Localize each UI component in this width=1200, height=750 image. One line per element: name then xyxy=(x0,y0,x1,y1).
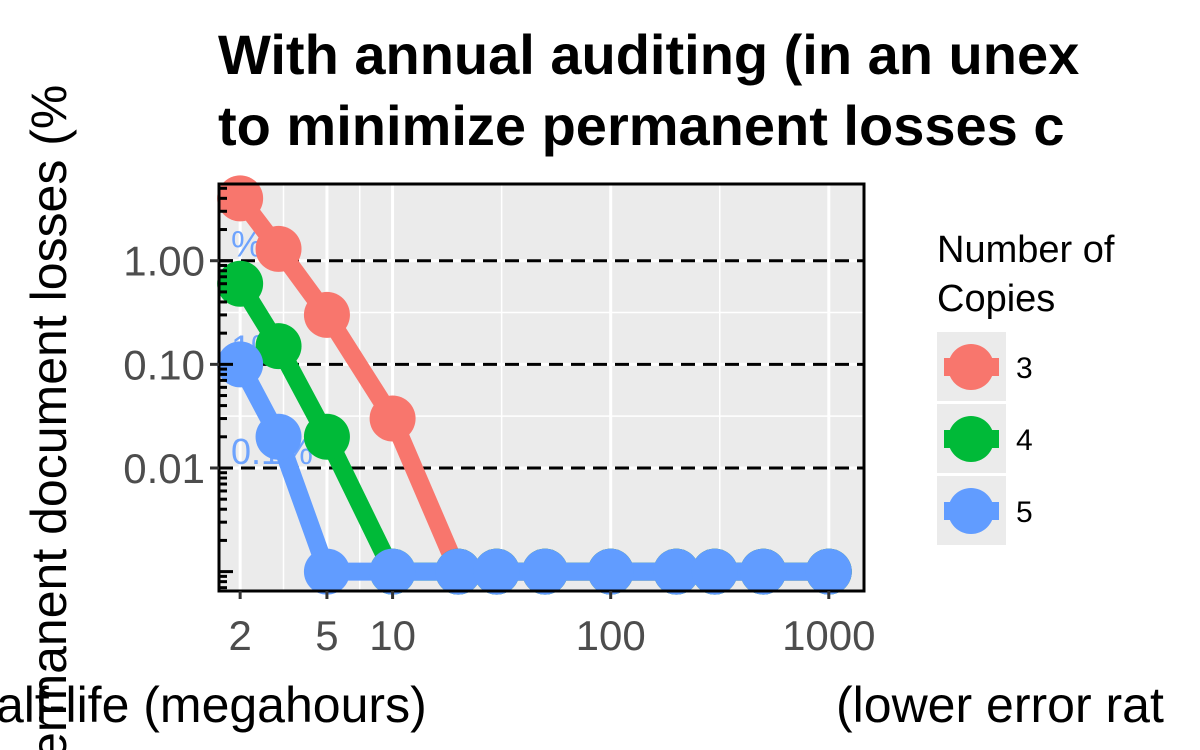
legend-item-5: 5 xyxy=(937,476,1033,545)
legend: Number of Copies 3 4 5 xyxy=(937,229,1115,545)
y-tick-label: 1.00 xyxy=(123,238,205,285)
data-point xyxy=(653,548,700,595)
data-point xyxy=(473,548,520,595)
data-point xyxy=(255,323,302,370)
data-point xyxy=(740,548,787,595)
y-axis-ticks: 1.00 0.10 0.01 xyxy=(123,238,219,492)
plot-panel: %1%0.1% xyxy=(217,175,866,595)
y-axis-title: ermanent document losses (% xyxy=(21,85,77,750)
data-point xyxy=(691,548,738,595)
data-point xyxy=(587,548,634,595)
data-point xyxy=(805,548,852,595)
data-point xyxy=(369,548,416,595)
data-point xyxy=(369,395,416,442)
series-group xyxy=(217,175,852,595)
x-axis-title-right: (lower error rat xyxy=(836,677,1164,733)
y-tick-label: 0.10 xyxy=(123,341,205,388)
legend-item-4: 4 xyxy=(937,404,1033,473)
chart-title-line-2: to minimize permanent losses c xyxy=(218,94,1064,157)
legend-title-line-2: Copies xyxy=(937,278,1055,320)
x-axis-ticks: 2 5 10 100 1000 xyxy=(228,591,876,659)
x-tick-label: 1000 xyxy=(782,612,875,659)
data-point xyxy=(217,175,264,222)
y-tick-label: 0.01 xyxy=(123,445,205,492)
legend-label: 3 xyxy=(1016,352,1033,385)
chart-title-line-1: With annual auditing (in an unex xyxy=(218,23,1079,86)
x-tick-label: 10 xyxy=(369,612,416,659)
data-point xyxy=(255,413,302,460)
legend-label: 4 xyxy=(1016,424,1033,457)
legend-key-point xyxy=(948,488,994,534)
data-point xyxy=(303,548,350,595)
data-point xyxy=(217,260,264,307)
data-point xyxy=(217,341,264,388)
data-point xyxy=(255,225,302,272)
legend-item-3: 3 xyxy=(937,332,1033,401)
legend-title-line-1: Number of xyxy=(937,229,1115,271)
legend-key-point xyxy=(948,344,994,390)
data-point xyxy=(303,413,350,460)
x-axis-title-left: alf-life (megahours) xyxy=(0,677,427,733)
y-minor-ticks xyxy=(219,186,233,590)
data-point xyxy=(303,291,350,338)
series-5 xyxy=(217,341,852,595)
reference-lines xyxy=(219,259,864,470)
data-point xyxy=(435,548,482,595)
legend-key-point xyxy=(948,416,994,462)
legend-label: 5 xyxy=(1016,496,1033,529)
data-point xyxy=(522,548,569,595)
legend-keys: 3 4 5 xyxy=(937,332,1033,545)
x-tick-label: 100 xyxy=(576,612,646,659)
x-tick-label: 2 xyxy=(228,612,251,659)
x-tick-label: 5 xyxy=(315,612,338,659)
